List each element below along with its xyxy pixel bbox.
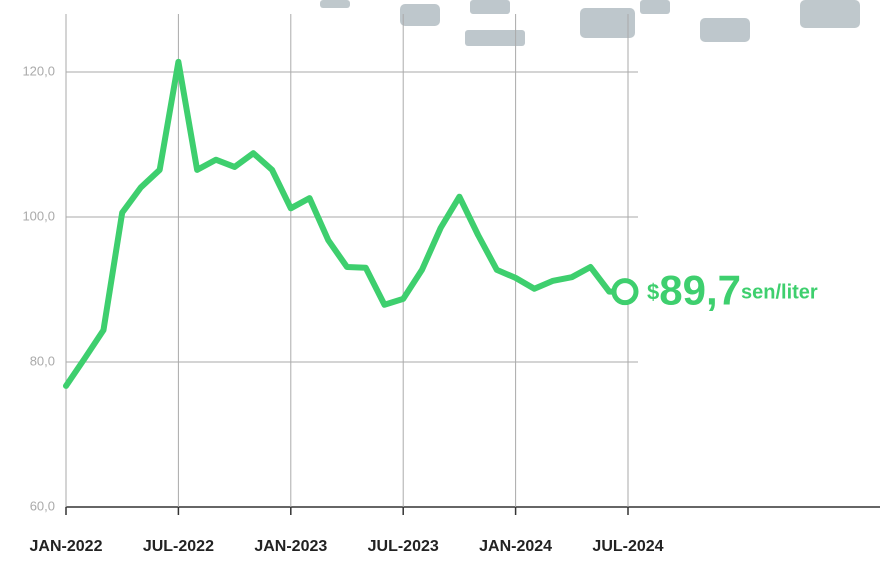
y-tick-label: 80,0: [30, 353, 55, 368]
x-tick-label: JAN-2022: [30, 538, 103, 555]
illustration: [320, 0, 860, 46]
x-tick-label: JAN-2023: [254, 538, 327, 555]
value-label: 89,7: [659, 267, 741, 314]
label-unit: sen/liter: [741, 282, 818, 304]
x-tick-label: JUL-2024: [592, 538, 663, 555]
y-tick-label: 60,0: [30, 498, 55, 513]
line: [63, 58, 631, 389]
end-label: $89,7sen/liter: [647, 267, 818, 314]
y-tick-label: 100,0: [22, 208, 55, 223]
y-tick-label: 120,0: [22, 63, 55, 78]
x-tick-label: JAN-2024: [479, 538, 552, 555]
end-marker: [611, 278, 639, 306]
x-tick-label: JUL-2023: [368, 538, 439, 555]
x-tick-label: JUL-2022: [143, 538, 214, 555]
label-prefix: $: [647, 279, 659, 304]
